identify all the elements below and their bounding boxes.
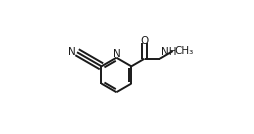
Text: N: N [68,47,75,57]
Text: O: O [140,36,149,46]
Text: CH₃: CH₃ [174,46,193,56]
Text: NH: NH [161,47,176,57]
Text: N: N [113,49,120,59]
